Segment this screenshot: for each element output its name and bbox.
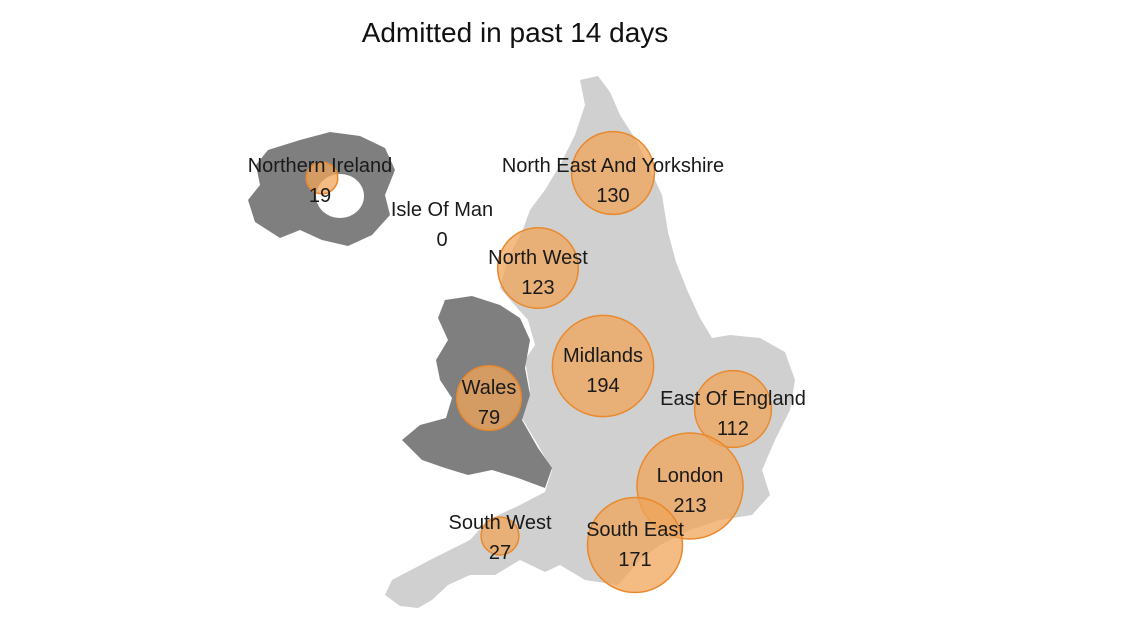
region-value-south-east: 171 [618,549,651,571]
region-value-london: 213 [673,495,706,517]
region-label-south-west: South West [448,512,551,534]
labels-layer: Northern Ireland 19 Isle Of Man 0 North East… [248,155,806,571]
region-label-north-east-and-yorkshire: North East And Yorkshire [502,155,724,177]
bubble-north-east-and-yorkshire [570,130,656,216]
bubble-south-east [586,496,684,594]
region-value-south-west: 27 [489,542,511,564]
bubble-northern-ireland [305,161,339,195]
region-value-north-east-and-yorkshire: 130 [596,185,629,207]
bubble-east-of-england [693,369,773,449]
region-value-midlands: 194 [586,375,619,397]
region-value-east-of-england: 112 [717,418,749,440]
region-label-northern-ireland: Northern Ireland [248,155,393,177]
region-label-north-west: North West [488,247,588,269]
bubble-wales [455,364,523,432]
bubbles-layer [305,130,773,594]
region-value-northern-ireland: 19 [309,185,331,207]
region-value-wales: 79 [478,407,500,429]
region-label-east-of-england: East Of England [660,388,806,410]
region-label-isle-of-man: Isle Of Man [391,199,493,221]
region-label-midlands: Midlands [563,345,643,367]
bubble-south-west [480,516,520,556]
region-value-north-west: 123 [521,277,554,299]
bubble-north-west [496,226,580,310]
region-label-south-east: South East [586,519,684,541]
map-title: Admitted in past 14 days [362,17,669,48]
region-label-wales: Wales [462,377,517,399]
bubble-midlands [551,314,655,418]
region-label-london: London [657,465,724,487]
region-value-isle-of-man: 0 [436,229,447,251]
